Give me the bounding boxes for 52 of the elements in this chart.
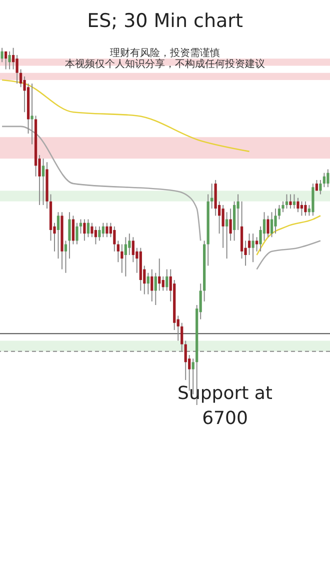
candlestick: [270, 212, 274, 238]
candlestick: [4, 50, 8, 70]
candlestick: [285, 194, 288, 210]
annotation: 理财有风险，投资需谨慎: [110, 47, 220, 59]
candlestick: [56, 212, 60, 260]
candlestick: [300, 200, 304, 216]
candlestick: [8, 50, 11, 70]
annotation: 本视频仅个人知识分享，不构成任何投资建议: [65, 58, 265, 70]
candlestick: [304, 200, 307, 216]
candlestick: [42, 158, 45, 206]
candlestick: [19, 68, 22, 88]
candlestick: [132, 236, 134, 263]
candlestick: [225, 212, 228, 260]
candlestick: [128, 233, 131, 256]
candlestick: [106, 222, 108, 238]
chart-title: ES; 30 Min chart: [87, 10, 243, 32]
candlestick: [68, 212, 71, 260]
candlestick: [322, 172, 326, 188]
candlestick: [252, 233, 254, 263]
annotation: Support at 6700: [178, 383, 272, 430]
candlestick: [166, 268, 168, 292]
candlestick: [124, 236, 127, 277]
candlestick: [146, 272, 150, 295]
candlestick: [64, 240, 68, 274]
candlestick: [266, 215, 270, 238]
candlestick: [326, 168, 330, 188]
candlestick: [262, 212, 266, 242]
candlestick: [222, 204, 224, 248]
candlestick: [248, 233, 251, 256]
candlestick: [113, 226, 116, 252]
candlestick: [12, 47, 15, 70]
candlestick: [150, 268, 154, 302]
candlestick: [86, 218, 90, 238]
candlestick: [289, 194, 292, 210]
candlestick: [120, 244, 124, 274]
candlestick: [83, 218, 86, 242]
candlestick: [162, 276, 164, 292]
candlestick: [72, 215, 75, 245]
candlestick: [292, 194, 296, 210]
candlestick: [274, 208, 277, 234]
candlestick: [296, 197, 300, 213]
candlestick: [0, 47, 4, 63]
candlestick: [158, 258, 161, 292]
candlestick: [154, 272, 157, 306]
candlestick: [210, 183, 214, 210]
candlestick: [76, 222, 78, 245]
candlestick: [255, 236, 258, 252]
candlestick: [94, 226, 98, 245]
candlestick: [102, 222, 105, 238]
candlestick: [30, 83, 34, 145]
candlestick: [98, 226, 101, 242]
candlestick: [116, 240, 120, 263]
